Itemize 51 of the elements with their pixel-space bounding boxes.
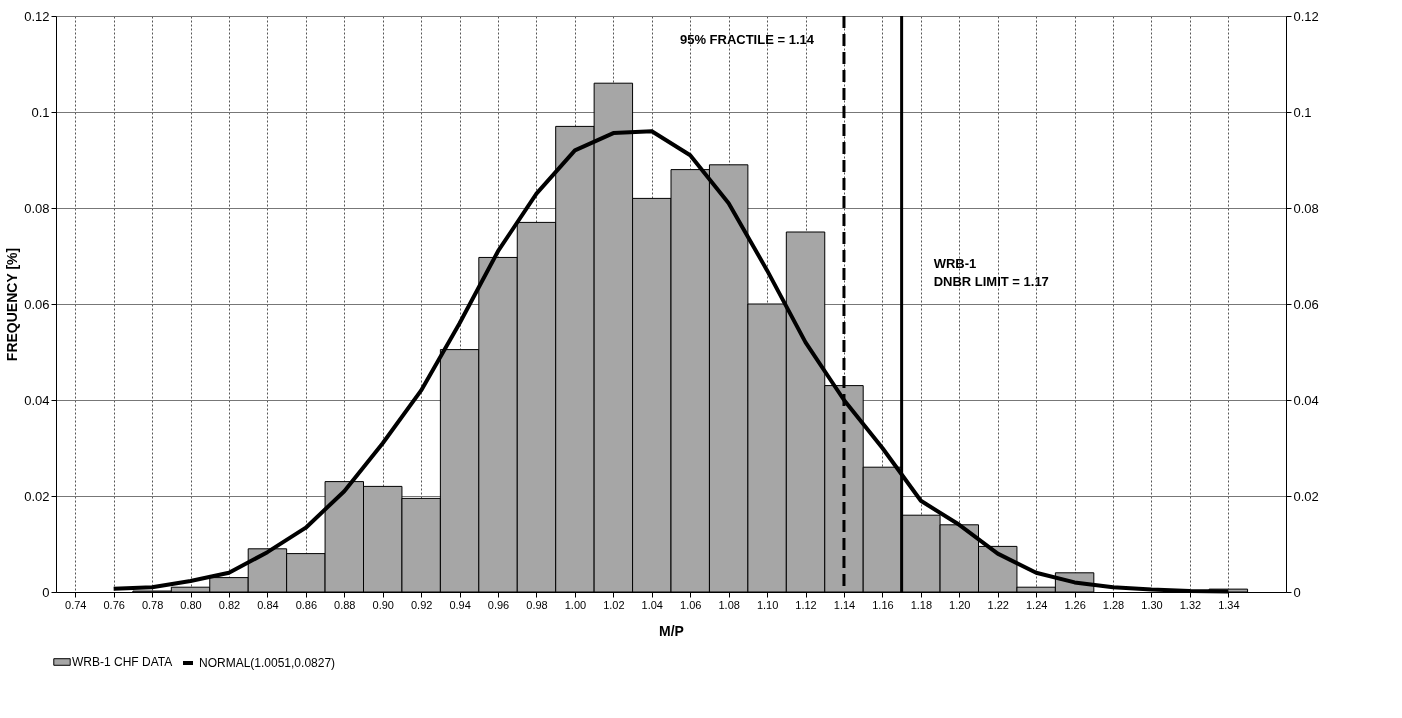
x-tick-label: 1.02 [603,598,625,611]
x-tick-label: 1.06 [680,598,702,611]
x-tick-label: 0.88 [334,598,356,611]
x-tick-label: 0.74 [65,598,87,611]
ref-line-label: 95% FRACTILE = 1.14 [679,32,815,47]
y2-tick-label: 0.06 [1293,296,1319,312]
legend-label: WRB-1 CHF DATA [72,655,173,669]
y-tick-label: 0 [42,584,50,600]
x-tick-label: 1.10 [756,598,779,611]
x-tick-label: 1.08 [718,598,740,611]
x-tick-label: 0.80 [180,598,202,611]
x-tick-label: 1.24 [1025,598,1048,611]
y-tick-label: 0.06 [24,296,50,312]
y2-tick-label: 0.08 [1293,200,1319,216]
x-tick-label: 1.12 [795,598,817,611]
x-tick-label: 0.84 [257,598,279,611]
x-tick-label: 0.82 [218,598,241,611]
y2-tick-label: 0.02 [1293,488,1319,504]
y-tick-label: 0.1 [31,104,50,120]
x-tick-label: 1.20 [949,598,971,611]
x-tick-label: 0.92 [410,598,433,611]
x-tick-label: 1.16 [872,598,894,611]
x-tick-label: 1.34 [1218,598,1240,611]
x-tick-label: 1.28 [1102,598,1125,611]
x-tick-label: 1.04 [641,598,663,611]
y-tick-label: 0.12 [24,8,50,24]
x-tick-label: 1.14 [833,598,856,611]
x-tick-label: 0.78 [141,598,164,611]
y2-tick-label: 0.12 [1293,8,1319,24]
legend-label: NORMAL(1.0051,0.0827) [199,656,336,670]
x-tick-label: 0.90 [372,598,394,611]
x-tick-label: 1.00 [564,598,587,611]
y2-tick-label: 0.04 [1293,392,1319,408]
x-axis-title: M/P [659,622,684,639]
y2-tick-label: 0 [1293,584,1301,600]
x-tick-label: 0.94 [449,598,471,611]
x-tick-label: 1.18 [910,598,933,611]
x-tick-label: 0.86 [295,598,318,611]
y-tick-label: 0.04 [24,392,50,408]
x-tick-label: 0.98 [526,598,548,611]
y-tick-label: 0.08 [24,200,50,216]
y2-tick-label: 0.1 [1293,104,1312,120]
y-axis-title: FREQUENCY [%] [4,247,21,362]
x-tick-label: 1.22 [987,598,1009,611]
x-tick-label: 1.30 [1141,598,1163,611]
x-tick-label: 0.96 [487,598,510,611]
x-tick-label: 1.26 [1064,598,1086,611]
x-tick-label: 1.32 [1179,598,1202,611]
ref-line-label: WRB-1 DNBR LIMIT = 1.17 [933,255,1049,289]
y-tick-label: 0.02 [24,488,50,504]
x-tick-label: 0.76 [103,598,125,611]
